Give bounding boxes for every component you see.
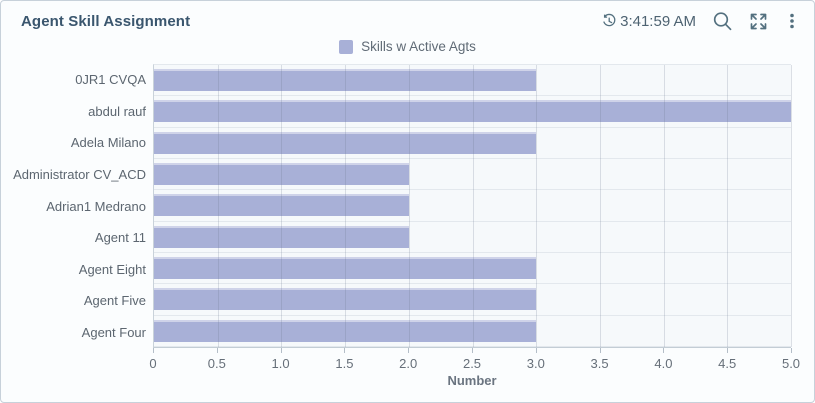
x-tick-label: 4.0 <box>654 356 673 371</box>
bar[interactable] <box>154 163 409 186</box>
x-tick-mark <box>599 348 601 353</box>
x-tick-label: 3.5 <box>590 356 609 371</box>
y-axis-label: Agent Eight <box>78 261 146 277</box>
y-axis-label: Agent Four <box>81 324 146 340</box>
legend-swatch <box>339 39 354 54</box>
y-axis-labels: 0JR1 CVQA abdul rauf Adela Milano Administr… <box>1 64 146 348</box>
bar[interactable] <box>154 225 409 248</box>
bar-row <box>154 284 791 316</box>
x-tick-mark <box>791 348 792 353</box>
x-axis-title: Number <box>447 373 497 388</box>
legend-label: Skills w Active Agts <box>361 39 476 54</box>
plot-area <box>153 64 792 348</box>
x-tick-label: 4.5 <box>718 356 737 371</box>
bar-row <box>154 222 791 253</box>
bar[interactable] <box>154 69 537 92</box>
bar[interactable] <box>154 319 537 342</box>
search-icon[interactable] <box>711 10 734 33</box>
x-tick-mark <box>408 348 410 353</box>
clock-history-icon <box>601 13 617 29</box>
x-tick-mark <box>216 348 218 353</box>
x-tick-label: 0 <box>149 356 157 371</box>
x-tick-label: 1.5 <box>335 356 354 371</box>
legend[interactable]: Skills w Active Agts <box>1 39 814 54</box>
x-tick-label: 0.5 <box>207 356 226 371</box>
x-tick-mark <box>280 348 282 353</box>
bar[interactable] <box>154 131 537 154</box>
bar-row <box>154 316 791 347</box>
y-axis-label: abdul rauf <box>88 103 146 119</box>
x-tick-label: 2.5 <box>462 356 482 371</box>
x-axis: 0 0.5 1.0 1.5 2.0 2.5 3.0 3.5 4.0 4.5 5.0 <box>149 348 800 374</box>
fullscreen-expand-icon[interactable] <box>747 10 770 33</box>
x-tick-mark <box>727 348 729 353</box>
x-tick-label: 5.0 <box>781 356 801 371</box>
widget-controls: 3:41:59 AM <box>601 8 801 34</box>
bar-row <box>154 159 791 191</box>
y-axis-label: Agent Five <box>83 293 146 309</box>
y-axis-label: Agent 11 <box>94 230 146 246</box>
x-tick-label: 3.0 <box>526 356 545 371</box>
x-tick-label: 2.0 <box>399 356 418 371</box>
bar[interactable] <box>154 100 791 123</box>
bar-row <box>154 65 791 97</box>
x-tick-mark <box>153 348 154 353</box>
y-axis-label: Adela Milano <box>70 135 146 151</box>
bar-row <box>154 96 791 128</box>
x-tick-mark <box>663 348 665 353</box>
bar[interactable] <box>154 257 537 280</box>
x-tick-mark <box>535 348 537 353</box>
bar-row <box>154 128 791 159</box>
last-refresh-time: 3:41:59 AM <box>601 13 696 30</box>
bar[interactable] <box>154 194 409 217</box>
y-axis-label: Adrian1 Medrano <box>46 198 146 214</box>
widget-title: Agent Skill Assignment <box>21 13 191 30</box>
bar-row <box>154 253 791 285</box>
kebab-menu-icon[interactable] <box>783 11 801 31</box>
x-tick-label: 1.0 <box>271 356 290 371</box>
x-tick-mark <box>472 348 473 353</box>
x-tick-mark <box>344 348 346 353</box>
y-axis-label: 0JR1 CVQA <box>75 72 146 88</box>
gridline <box>791 65 792 347</box>
refresh-time-text: 3:41:59 AM <box>620 12 696 30</box>
bar-row <box>154 190 791 222</box>
bar[interactable] <box>154 288 537 311</box>
y-axis-label: Administrator CV_ACD <box>13 166 146 182</box>
